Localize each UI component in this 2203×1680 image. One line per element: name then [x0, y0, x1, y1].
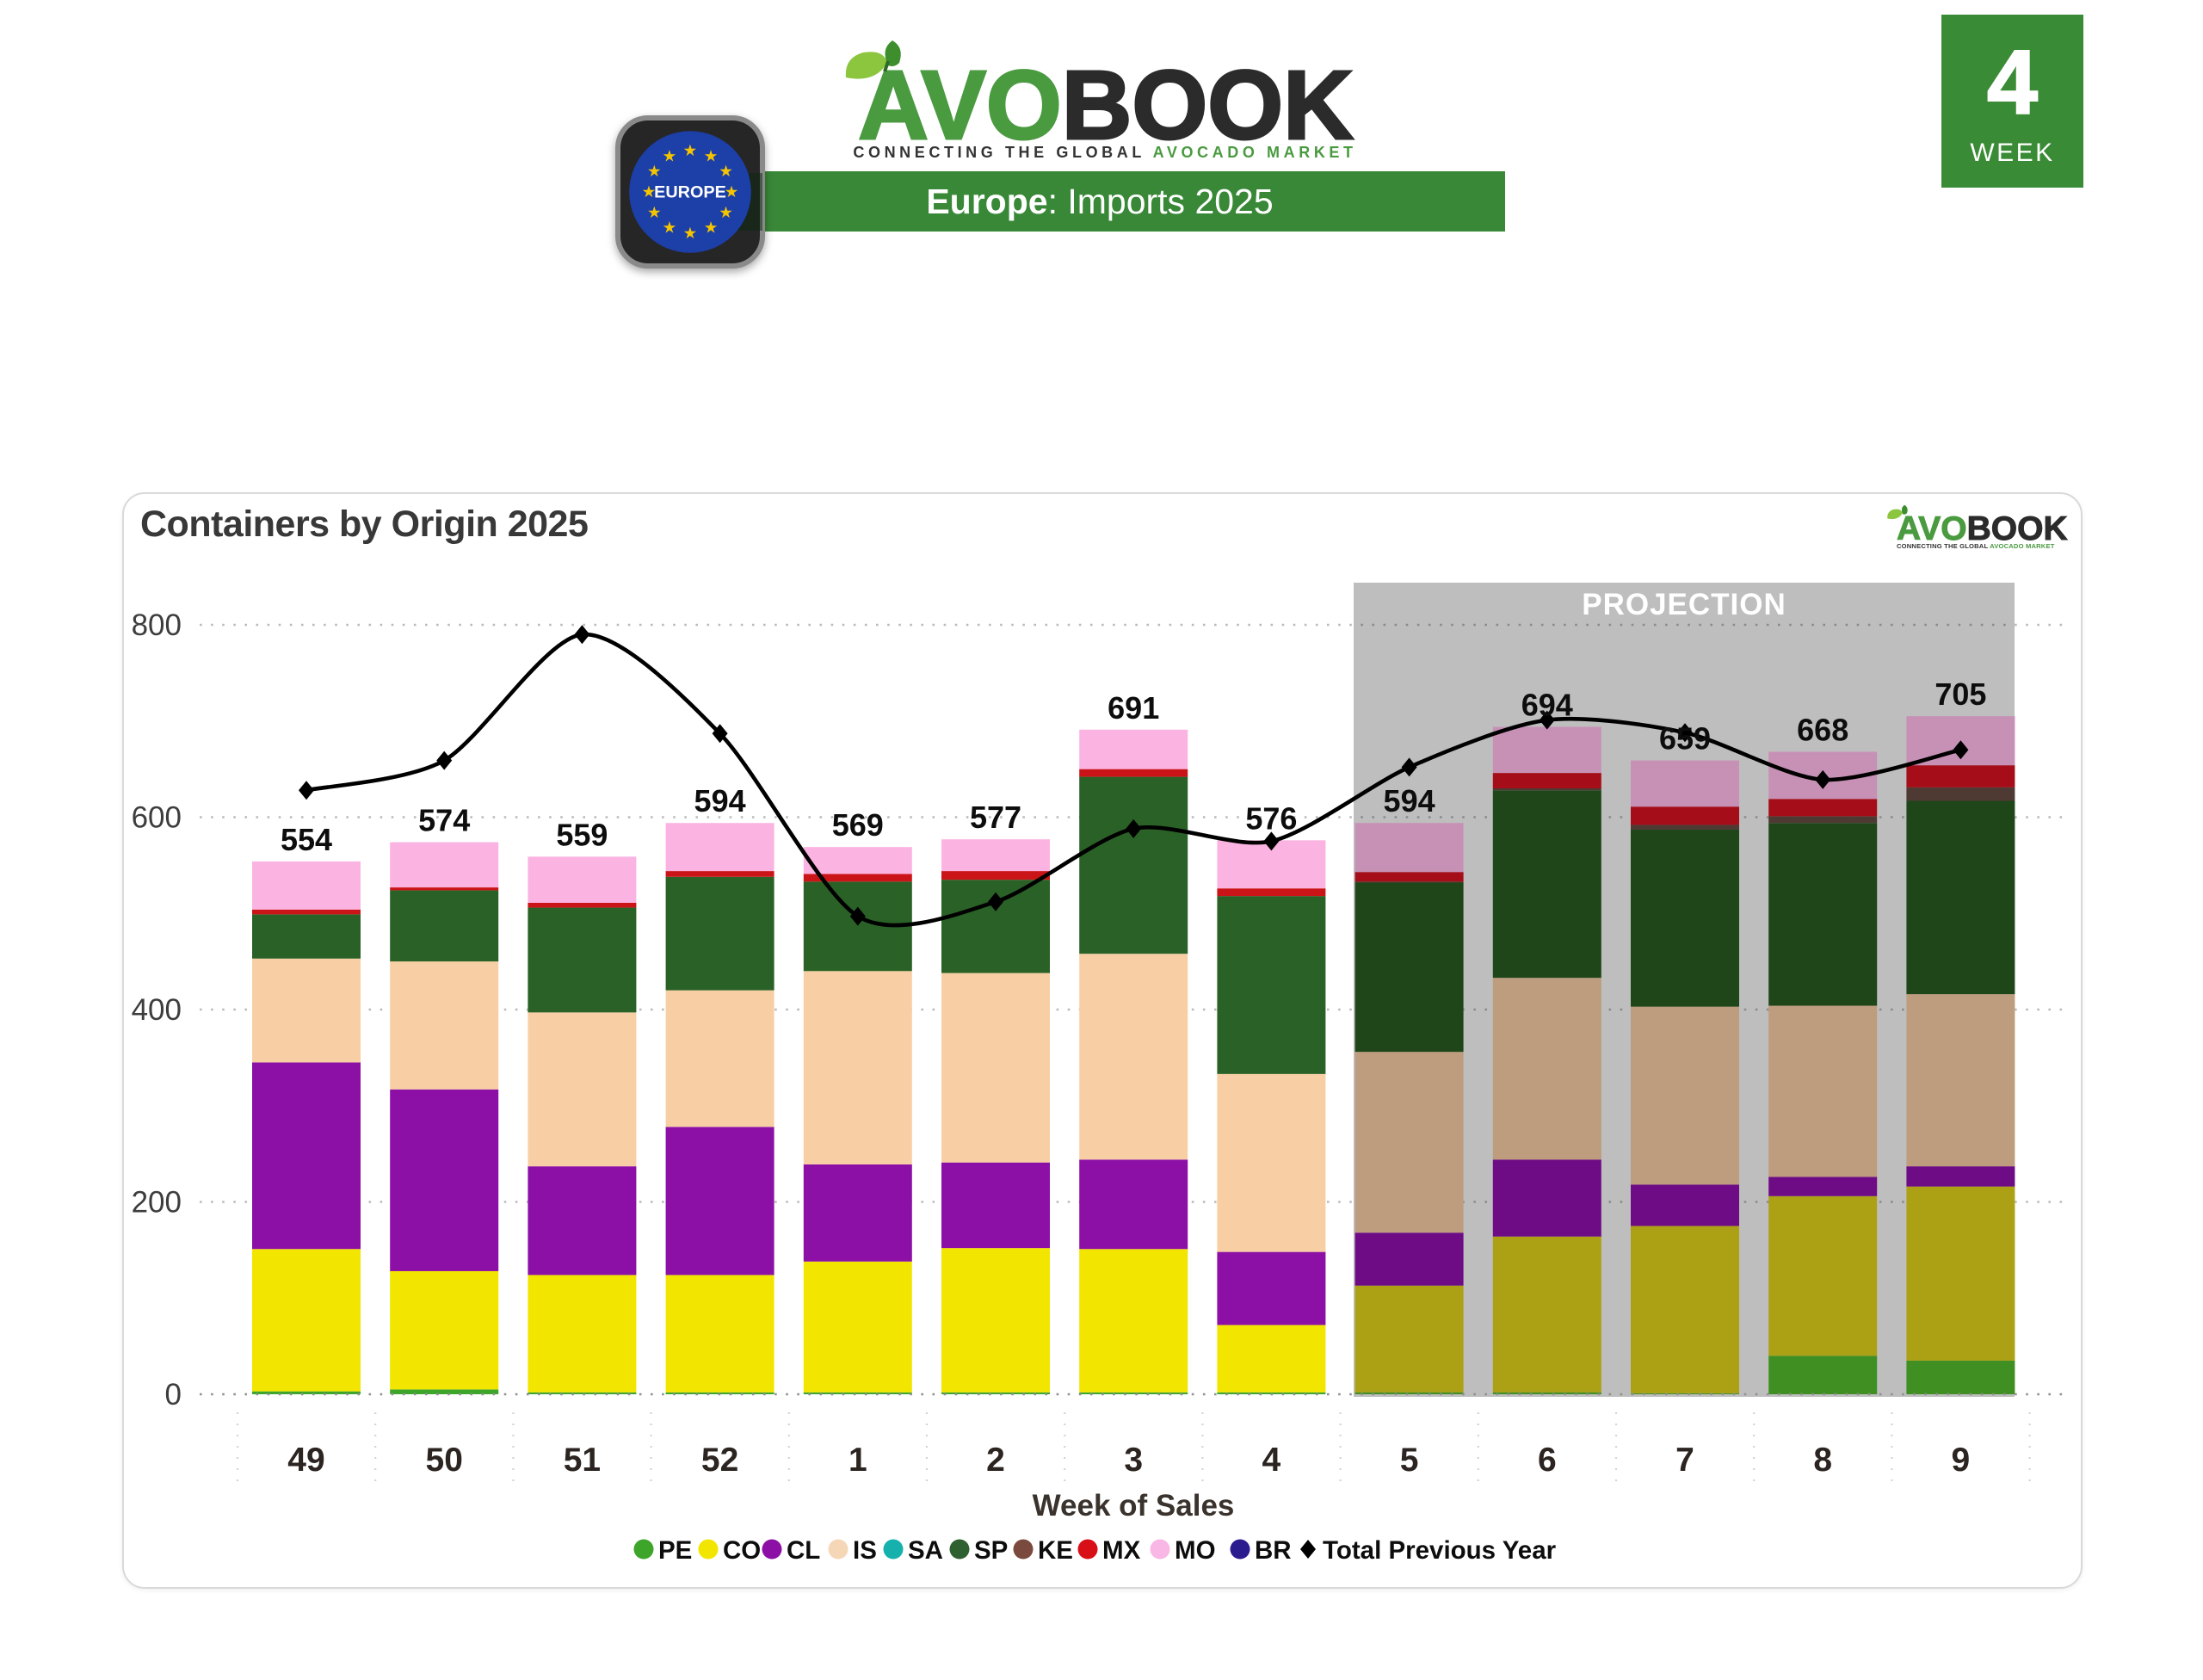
svg-text:Week of Sales: Week of Sales	[1033, 1489, 1235, 1522]
svg-text:5: 5	[1400, 1442, 1419, 1479]
svg-text:49: 49	[287, 1442, 324, 1479]
svg-text:400: 400	[132, 993, 182, 1027]
svg-text:★: ★	[642, 182, 657, 201]
svg-text:2: 2	[986, 1442, 1005, 1479]
svg-text:7: 7	[1675, 1442, 1694, 1479]
svg-text:MX: MX	[1102, 1536, 1141, 1565]
svg-text:200: 200	[132, 1186, 182, 1220]
svg-text:★: ★	[647, 203, 662, 221]
svg-text:★: ★	[725, 182, 739, 201]
svg-text:574: 574	[418, 803, 470, 838]
svg-text:3: 3	[1124, 1442, 1143, 1479]
svg-text:8: 8	[1813, 1442, 1832, 1479]
svg-text:BR: BR	[1255, 1536, 1292, 1565]
svg-text:594: 594	[1384, 783, 1435, 818]
svg-text:★: ★	[683, 224, 698, 242]
svg-text:★: ★	[663, 219, 677, 237]
svg-text:★: ★	[647, 162, 662, 180]
svg-text:51: 51	[564, 1442, 601, 1479]
svg-text:594: 594	[694, 783, 746, 818]
svg-text:KE: KE	[1038, 1536, 1073, 1565]
svg-text:MO: MO	[1175, 1536, 1216, 1565]
svg-text:★: ★	[704, 146, 719, 164]
svg-text:★: ★	[719, 203, 733, 221]
svg-text:691: 691	[1108, 690, 1159, 726]
svg-text:0: 0	[165, 1378, 182, 1411]
svg-text:CO: CO	[723, 1536, 761, 1565]
svg-text:694: 694	[1521, 688, 1573, 723]
svg-text:554: 554	[281, 822, 332, 857]
svg-text:9: 9	[1952, 1442, 1971, 1479]
svg-text:CL: CL	[787, 1536, 820, 1565]
svg-text:★: ★	[719, 162, 733, 180]
svg-text:PROJECTION: PROJECTION	[1582, 588, 1786, 621]
svg-text:576: 576	[1245, 800, 1297, 836]
svg-text:668: 668	[1797, 713, 1848, 748]
svg-text:SA: SA	[908, 1536, 943, 1565]
svg-text:600: 600	[132, 801, 182, 835]
svg-text:569: 569	[832, 807, 884, 843]
svg-text:6: 6	[1538, 1442, 1557, 1479]
svg-text:★: ★	[683, 141, 698, 159]
svg-text:IS: IS	[853, 1536, 877, 1565]
svg-text:559: 559	[556, 817, 608, 852]
svg-text:50: 50	[426, 1442, 463, 1479]
svg-text:52: 52	[701, 1442, 738, 1479]
svg-text:659: 659	[1659, 721, 1711, 757]
svg-text:705: 705	[1935, 676, 1986, 712]
svg-text:SP: SP	[974, 1536, 1008, 1565]
svg-text:800: 800	[132, 608, 182, 642]
svg-text:577: 577	[970, 800, 1021, 835]
svg-text:Total Previous Year: Total Previous Year	[1323, 1536, 1557, 1565]
svg-text:PE: PE	[658, 1536, 692, 1565]
svg-text:EUROPE: EUROPE	[654, 183, 726, 202]
svg-text:★: ★	[663, 146, 677, 164]
svg-text:★: ★	[704, 219, 719, 237]
svg-text:1: 1	[848, 1442, 867, 1479]
svg-text:4: 4	[1262, 1442, 1281, 1479]
